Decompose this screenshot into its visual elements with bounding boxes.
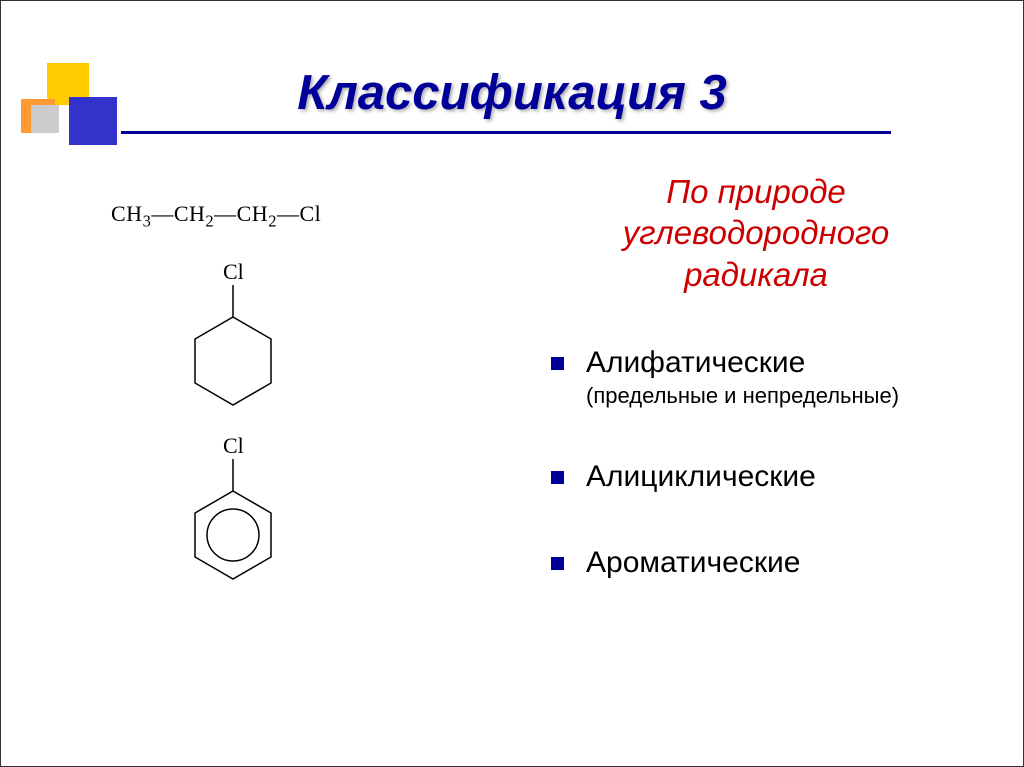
bullet-item: Алициклические <box>541 459 971 495</box>
bullet-main: Алициклические <box>586 460 816 493</box>
title-underline <box>121 131 891 134</box>
bullet-square-icon <box>551 471 564 484</box>
subtitle-line: радикала <box>684 256 828 293</box>
bullet-text: Ароматические <box>586 545 800 581</box>
bullet-main: Ароматические <box>586 546 800 579</box>
cyclohexyl-chloride-structure: Cl <box>171 261 321 431</box>
structures-column: CH3—CH2—CH2—Cl Cl Cl <box>111 201 451 611</box>
subtitle: По природе углеводородного радикала <box>541 171 971 295</box>
bullet-item: Алифатические (предельные и непредельные… <box>541 345 971 409</box>
cl-label: Cl <box>223 261 244 284</box>
cl-label: Cl <box>223 433 244 458</box>
subtitle-line: По природе <box>666 173 846 210</box>
bullet-main: Алифатические <box>586 346 805 379</box>
bullet-square-icon <box>551 357 564 370</box>
chain-formula: CH3—CH2—CH2—Cl <box>111 201 451 231</box>
bullet-text: Алифатические (предельные и непредельные… <box>586 345 899 409</box>
bullet-sub: (предельные и непредельные) <box>586 383 899 409</box>
slide: Классификация 3 CH3—CH2—CH2—Cl Cl Cl По … <box>0 0 1024 767</box>
bullet-square-icon <box>551 557 564 570</box>
subtitle-line: углеводородного <box>623 214 890 251</box>
bullet-item: Ароматические <box>541 545 971 581</box>
text-column: По природе углеводородного радикала Алиф… <box>541 171 971 631</box>
bullet-text: Алициклические <box>586 459 816 495</box>
chlorobenzene-structure: Cl <box>171 431 321 611</box>
slide-title: Классификация 3 <box>1 65 1023 121</box>
